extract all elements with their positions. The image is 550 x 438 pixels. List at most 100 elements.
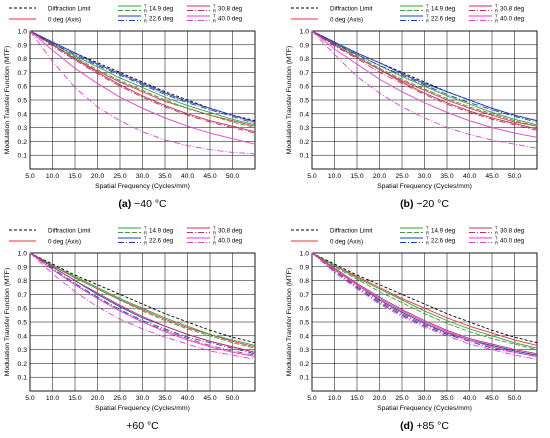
x-tick-label: 20.0 [373, 173, 386, 180]
x-tick-label: 40.0 [181, 173, 194, 180]
x-tick-label: 15.0 [68, 395, 81, 402]
x-tick-label: 25.0 [113, 395, 126, 402]
series-line-r-30-8-deg [29, 30, 256, 134]
caption-temperature: +85 °C [413, 420, 449, 432]
series-line-r-22-6-deg [29, 252, 256, 355]
caption-letter: (d) [400, 420, 413, 432]
y-tick-label: 0.6 [300, 84, 310, 91]
series-line-r-14-9-deg [29, 252, 256, 349]
caption-letter: (a) [118, 198, 131, 210]
legend-label-axis: 0 deg (Axis) [330, 239, 363, 246]
series-line-t-14-9-deg [29, 30, 256, 126]
series-line-diffraction-limit [311, 252, 538, 344]
legend-prefix-r: R [144, 241, 147, 246]
plot-frame [29, 30, 256, 170]
y-tick-label: 0.2 [300, 361, 310, 368]
legend-prefix-t: T [495, 4, 498, 9]
plot-frame [311, 30, 538, 170]
x-tick-label: 40.0 [181, 395, 194, 402]
series-line-t-14-9-deg [29, 252, 256, 346]
series-line-r-14-9-deg [311, 30, 538, 127]
y-tick-label: 0.7 [300, 70, 310, 77]
legend-prefix-r: R [426, 241, 429, 246]
legend-prefix-t: T [213, 4, 216, 9]
y-tick-label: 0.6 [18, 306, 28, 313]
x-tick-label: 35.0 [158, 395, 171, 402]
y-tick-label: 0.3 [18, 347, 28, 354]
legend-prefix-t: T [144, 4, 147, 9]
x-tick-label: 25.0 [113, 173, 126, 180]
legend-prefix-t: T [426, 4, 429, 9]
series-line-t-30-8-deg [311, 30, 538, 130]
series-line-r-40-0-deg [29, 252, 256, 360]
y-tick-label: 0.3 [300, 347, 310, 354]
legend-prefix-r: R [144, 9, 147, 14]
y-tick-label: 0.9 [300, 264, 310, 271]
panel-caption: (a) −40 °C [118, 198, 167, 210]
x-tick-label: 20.0 [91, 173, 104, 180]
y-tick-label: 0.5 [18, 320, 28, 327]
y-axis-label: Modulation Transfer Function (MTF) [4, 46, 11, 154]
y-tick-label: 0.1 [300, 375, 310, 382]
legend-prefix-r: R [213, 19, 216, 24]
x-tick-label: 50.0 [508, 395, 521, 402]
panel-caption: (d) +85 °C [400, 420, 449, 432]
series-line-t-22-6-deg [311, 30, 538, 122]
legend-prefix-r: R [426, 231, 429, 236]
legend-label-diffraction: Diffraction Limit [48, 228, 91, 235]
legend-prefix-t: T [213, 236, 216, 241]
series-line-t-30-8-deg [29, 30, 256, 133]
x-axis-label: Spatial Frequency (Cycles/mm) [95, 405, 190, 412]
series-line-r-40-0-deg [29, 30, 256, 155]
legend-label-diffraction: Diffraction Limit [48, 6, 91, 13]
legend-prefix-r: R [144, 231, 147, 236]
legend-prefix-r: R [213, 231, 216, 236]
series-line-r-14-9-deg [311, 252, 538, 351]
x-axis-label: Spatial Frequency (Cycles/mm) [377, 405, 472, 412]
legend-label-f30_8: 30.8 deg [218, 6, 243, 13]
legend-label-f22_6: 22.6 deg [149, 16, 174, 23]
x-tick-label: 45.0 [203, 395, 216, 402]
series-line-r-22-6-deg [29, 30, 256, 124]
y-tick-label: 0.5 [18, 98, 28, 105]
legend-label-f14_9: 14.9 deg [431, 6, 456, 13]
legend-label-f40_0: 40.0 deg [218, 16, 243, 23]
series-line-t-14-9-deg [311, 252, 538, 349]
y-tick-label: 0.8 [18, 278, 28, 285]
x-tick-label: 30.0 [418, 173, 431, 180]
legend-label-f14_9: 14.9 deg [149, 6, 174, 13]
x-tick-label: 30.0 [418, 395, 431, 402]
x-tick-label: 40.0 [463, 173, 476, 180]
legend-prefix-t: T [144, 226, 147, 231]
legend-label-f30_8: 30.8 deg [218, 228, 243, 235]
series-line-t-14-9-deg [311, 30, 538, 126]
y-axis-label: Modulation Transfer Function (MTF) [286, 46, 293, 154]
x-tick-label: 30.0 [136, 395, 149, 402]
series-line-r-22-6-deg [311, 252, 538, 357]
y-tick-label: 0.8 [300, 56, 310, 63]
plot-frame [311, 252, 538, 392]
legend-prefix-r: R [495, 9, 498, 14]
y-tick-label: 0.7 [18, 292, 28, 299]
y-tick-label: 0.2 [18, 139, 28, 146]
y-tick-label: 0.1 [18, 375, 28, 382]
panel-caption: +60 °C [126, 420, 159, 432]
legend-label-diffraction: Diffraction Limit [330, 6, 373, 13]
y-axis-label: Modulation Transfer Function (MTF) [286, 268, 293, 376]
legend-prefix-r: R [495, 241, 498, 246]
x-tick-label: 45.0 [485, 173, 498, 180]
legend-label-f30_8: 30.8 deg [500, 228, 525, 235]
x-axis-label: Spatial Frequency (Cycles/mm) [95, 183, 190, 190]
x-tick-label: 35.0 [158, 173, 171, 180]
series-line-t-40-0-deg [29, 30, 256, 145]
x-tick-label: 10.0 [328, 395, 341, 402]
legend-label-f40_0: 40.0 deg [500, 16, 525, 23]
plot-frame [29, 252, 256, 392]
legend-prefix-t: T [495, 236, 498, 241]
legend-prefix-r: R [426, 9, 429, 14]
y-tick-label: 0.9 [18, 42, 28, 49]
